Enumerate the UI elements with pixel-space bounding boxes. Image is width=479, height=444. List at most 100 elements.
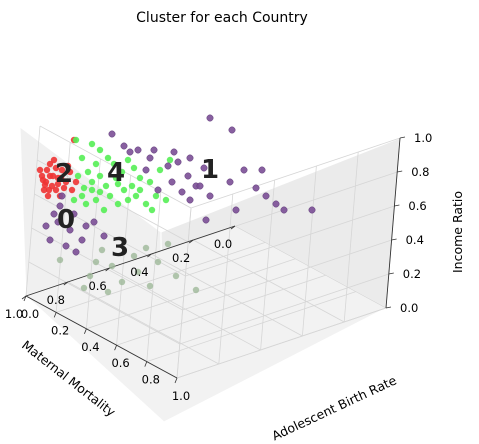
data-point [170, 148, 178, 156]
y-tick-label: 0.0 [21, 307, 39, 321]
data-point [78, 154, 86, 162]
z-tick-mark [394, 204, 400, 207]
data-point [226, 178, 234, 186]
grid-line [37, 159, 189, 243]
data-point [96, 188, 104, 196]
cluster-label: 0 [57, 205, 75, 235]
data-point [108, 130, 116, 138]
data-point [154, 258, 162, 266]
data-point [52, 164, 60, 172]
data-point [118, 278, 126, 286]
data-point [120, 142, 128, 150]
data-point [146, 282, 154, 290]
data-point [58, 192, 66, 200]
x-tick-label: 0.0 [214, 237, 232, 251]
x-tick-label: 0.6 [88, 279, 106, 293]
data-point [86, 272, 94, 280]
data-point [80, 184, 88, 192]
data-point [80, 284, 88, 292]
data-point [130, 164, 138, 172]
grid-line [176, 207, 192, 379]
data-point [258, 166, 266, 174]
axis-lines [25, 137, 401, 379]
data-point [134, 268, 142, 276]
data-point [78, 236, 86, 244]
data-point [50, 210, 58, 218]
data-point [132, 192, 140, 200]
data-point [200, 164, 208, 172]
x-tick-label: 0.8 [47, 293, 65, 307]
data-point [72, 248, 80, 256]
tick-labels: 0.00.20.40.60.81.00.00.20.40.60.81.00.00… [5, 131, 432, 403]
data-point [104, 154, 112, 162]
data-point [100, 206, 108, 214]
data-point [92, 258, 100, 266]
data-point [110, 160, 118, 168]
data-point [124, 196, 132, 204]
grid-line [56, 242, 266, 313]
data-point [56, 202, 64, 210]
grid-line [218, 193, 234, 365]
data-point [78, 192, 86, 200]
z-axis-label: Income Ratio [450, 191, 465, 273]
data-point [196, 182, 204, 190]
z-tick-label: 0.6 [408, 199, 426, 213]
data-point [272, 200, 280, 208]
data-point [57, 174, 65, 182]
cluster-labels: 0 1 2 3 4 [55, 155, 219, 263]
data-point [232, 206, 240, 214]
data-point [62, 242, 70, 250]
z-tick-mark [397, 170, 403, 173]
data-point [280, 206, 288, 214]
grid-line [109, 267, 261, 351]
data-point [112, 174, 120, 182]
y-tick-mark [174, 377, 178, 384]
data-point [104, 288, 112, 296]
data-point [206, 192, 214, 200]
data-point [130, 252, 138, 260]
data-point [262, 192, 270, 200]
data-point [228, 126, 236, 134]
data-point [178, 188, 186, 196]
data-point [164, 162, 172, 170]
data-point [240, 166, 248, 174]
data-point [172, 272, 180, 280]
data-point [49, 172, 57, 180]
grid-line [343, 151, 359, 323]
data-point [146, 178, 154, 186]
grid-line [190, 137, 401, 209]
y-tick-mark [144, 361, 148, 367]
data-point [128, 182, 136, 190]
x-tick-label: 0.2 [172, 251, 190, 265]
data-point [96, 146, 104, 154]
y-tick-label: 1.0 [172, 389, 190, 403]
data-point [54, 218, 62, 226]
x-tick-mark [188, 239, 194, 244]
grid-line [182, 239, 392, 311]
grid-line [185, 205, 395, 277]
data-point [84, 168, 92, 176]
data-point [40, 186, 48, 194]
data-point [88, 178, 96, 186]
data-point [154, 186, 162, 194]
y-tick-label: 0.2 [51, 323, 69, 337]
data-point [68, 186, 76, 194]
data-point [96, 172, 104, 180]
grid-line [86, 258, 296, 330]
data-point [43, 166, 51, 174]
data-point [46, 160, 54, 168]
z-tick-label: 1.0 [414, 131, 432, 145]
grid-line [302, 165, 317, 337]
data-point [82, 222, 90, 230]
z-tick-label: 0.0 [400, 301, 418, 315]
data-point [72, 136, 80, 144]
y-tick-label: 0.8 [142, 373, 160, 387]
grid-line [116, 274, 326, 346]
data-point [118, 168, 126, 176]
y-tick-mark [23, 295, 27, 302]
z-tick-label: 0.4 [406, 233, 424, 247]
data-point [146, 154, 154, 162]
data-point [162, 196, 170, 204]
grid-line [67, 281, 219, 365]
